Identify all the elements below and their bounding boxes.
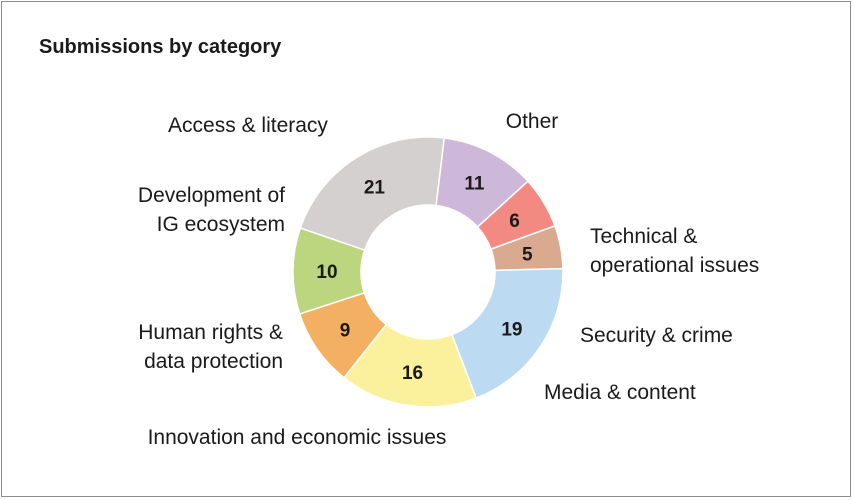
- category-label-line: Access & literacy: [168, 114, 328, 137]
- value-label-other: 21: [364, 177, 386, 198]
- category-label-development-of-ig-ecosystem: Development of IG ecosystem: [138, 184, 285, 236]
- value-label-access-and-literacy: 10: [316, 262, 337, 283]
- category-label-media-and-content: Media & content: [544, 381, 696, 404]
- category-label-line: data protection: [144, 350, 283, 373]
- category-label-technical-and-operational-issues: Technical & operational issues: [590, 225, 759, 277]
- category-label-line: Technical &: [590, 225, 697, 248]
- category-label-security-and-crime: Security & crime: [580, 324, 733, 347]
- value-label-human-rights-and-data-protection: 16: [402, 363, 423, 384]
- value-label-security-and-crime: 6: [509, 211, 520, 232]
- chart-title: Submissions by category: [39, 36, 282, 58]
- category-label-line: Other: [506, 110, 559, 133]
- category-label-line: operational issues: [590, 254, 759, 277]
- category-label-line: Media & content: [544, 381, 696, 404]
- slice-innovation-and-economic-issues: [450, 267, 564, 400]
- category-label-access-and-literacy: Access & literacy: [168, 114, 328, 137]
- value-label-media-and-content: 5: [522, 244, 533, 265]
- slice-other: [299, 136, 446, 252]
- category-label-line: Human rights &: [138, 321, 283, 344]
- category-label-other: Other: [506, 110, 559, 133]
- category-label-line: Security & crime: [580, 324, 733, 347]
- value-label-technical-and-operational-issues: 11: [464, 173, 485, 194]
- category-label-line: Innovation and economic issues: [148, 426, 447, 449]
- category-label-line: IG ecosystem: [157, 213, 285, 236]
- value-label-development-of-ig-ecosystem: 9: [340, 321, 351, 342]
- category-label-human-rights-and-data-protection: Human rights & data protection: [138, 321, 283, 373]
- category-label-line: Development of: [138, 184, 285, 207]
- slice-access-and-literacy: [292, 227, 366, 315]
- value-label-innovation-and-economic-issues: 19: [501, 319, 522, 340]
- category-label-innovation-and-economic-issues: Innovation and economic issues: [148, 426, 447, 449]
